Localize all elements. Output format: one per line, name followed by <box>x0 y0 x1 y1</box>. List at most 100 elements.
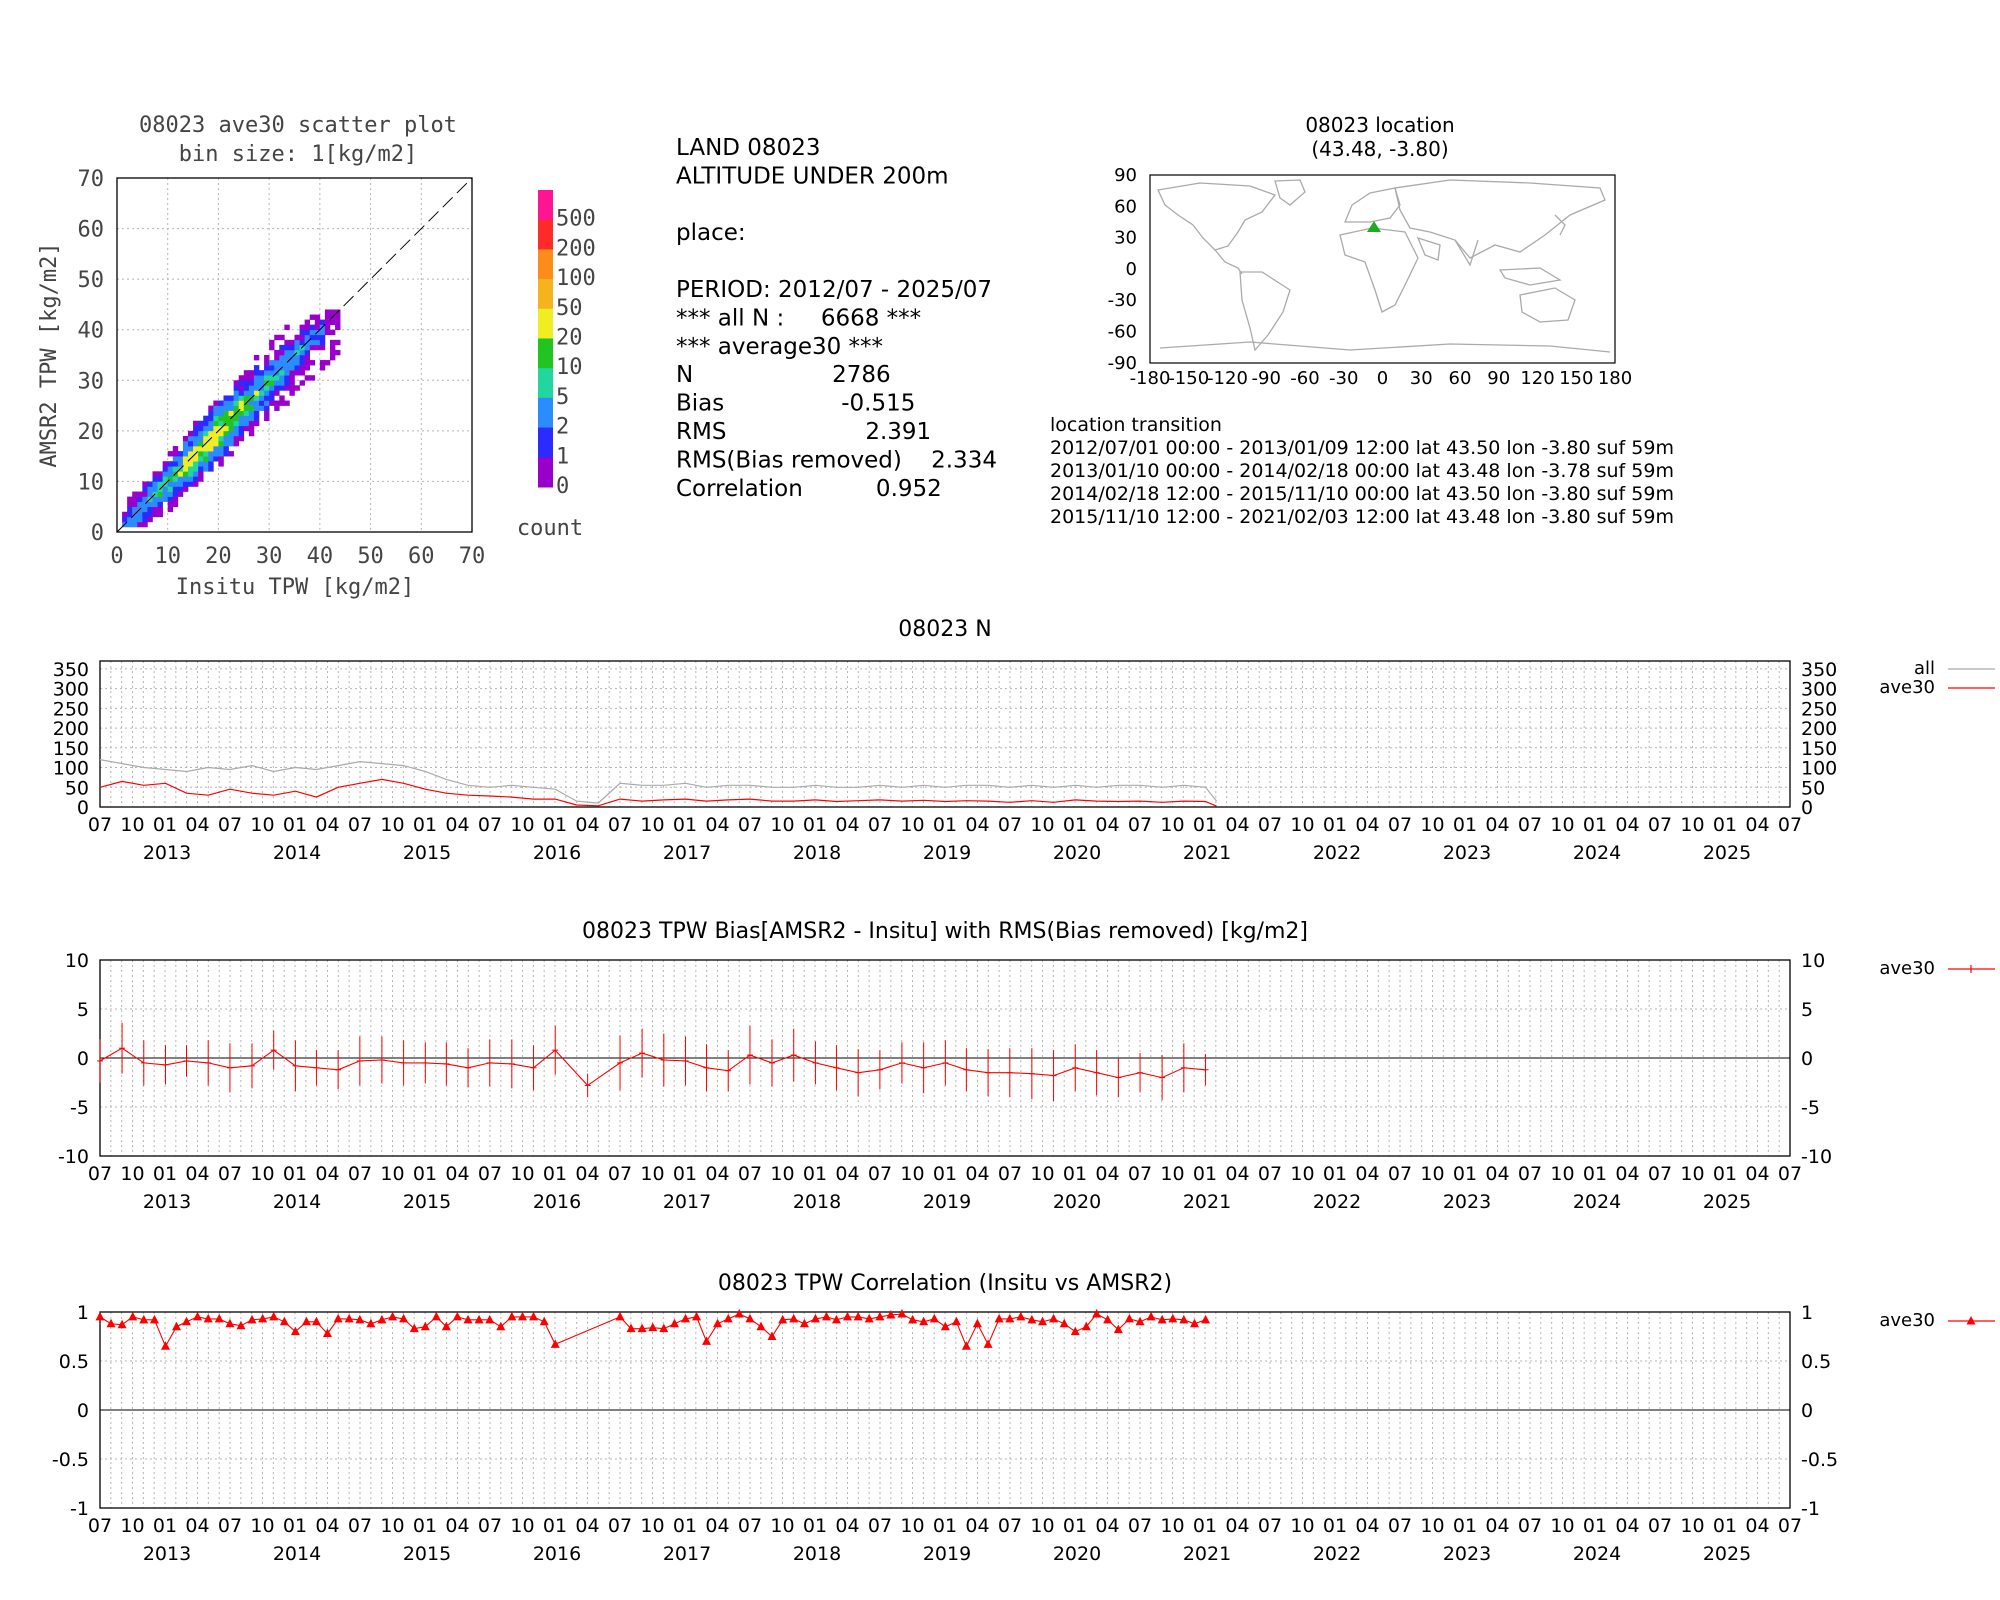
month-tick-label: 04 <box>445 814 469 836</box>
month-tick-label: 10 <box>1420 1515 1444 1537</box>
stats-line: N 2786 <box>676 362 891 388</box>
scatter-cell <box>213 400 219 406</box>
year-tick-label: 2018 <box>793 842 841 864</box>
month-tick-label: 10 <box>770 1163 794 1185</box>
scatter-cell <box>248 410 255 416</box>
month-tick-label: 01 <box>413 1163 437 1185</box>
month-tick-label: 07 <box>1128 814 1152 836</box>
y-tick-label-left: -5 <box>70 1097 89 1119</box>
corr-point <box>409 1323 419 1333</box>
scatter-cell <box>274 380 280 386</box>
year-tick-label: 2013 <box>143 842 191 864</box>
scatter-cell <box>172 451 179 457</box>
scatter-cell <box>228 451 234 457</box>
month-tick-label: 04 <box>965 1163 989 1185</box>
corr-point <box>139 1314 149 1324</box>
scatter-cell <box>208 456 214 462</box>
legend-label-ave30: ave30 <box>1879 677 1935 698</box>
scatter-cell <box>264 410 270 416</box>
month-tick-label: 07 <box>88 1515 112 1537</box>
scatter-cell <box>122 516 128 523</box>
legend-label-all: all <box>1914 658 1935 679</box>
scatter-cell <box>309 339 316 346</box>
scatter-x-label: Insitu TPW [kg/m2] <box>176 575 414 600</box>
year-tick-label: 2021 <box>1183 842 1231 864</box>
scatter-cell <box>127 496 133 502</box>
corr-point <box>821 1311 831 1321</box>
scatter-cell <box>193 466 199 472</box>
map-x-tick-label: 0 <box>1377 368 1388 389</box>
scatter-y-tick-label: 20 <box>78 420 105 445</box>
month-tick-label: 01 <box>803 1515 827 1537</box>
scatter-cell <box>248 430 255 437</box>
colorbar-swatch <box>538 219 553 250</box>
corr-point <box>778 1314 788 1324</box>
scatter-cell <box>188 430 194 437</box>
corr-point <box>214 1313 224 1323</box>
scatter-cell <box>193 435 199 442</box>
scatter-cell <box>309 329 316 336</box>
map-y-tick-label: -60 <box>1108 322 1137 343</box>
year-tick-label: 2019 <box>923 1543 971 1565</box>
scatter-cell <box>162 466 169 472</box>
month-tick-label: 01 <box>933 1163 957 1185</box>
year-tick-label: 2019 <box>923 1191 971 1213</box>
scatter-cell <box>238 435 245 442</box>
scatter-cell <box>274 365 280 371</box>
scatter-cell <box>218 420 224 427</box>
scatter-cell <box>335 339 341 346</box>
scatter-cell <box>294 385 300 391</box>
correlation-timeseries-panel: 08023 TPW Correlation (Insitu vs AMSR2) … <box>52 1271 1995 1565</box>
corr-point <box>1168 1313 1178 1323</box>
month-tick-label: 10 <box>120 1163 144 1185</box>
month-tick-label: 01 <box>933 814 957 836</box>
scatter-cell <box>228 440 234 447</box>
scatter-cell <box>132 521 138 528</box>
corr-point <box>236 1320 246 1330</box>
corr-point <box>951 1316 961 1326</box>
scatter-cell <box>182 466 189 472</box>
bias-panel-title: 08023 TPW Bias[AMSR2 - Insitu] with RMS(… <box>582 919 1308 944</box>
scatter-cell <box>208 466 214 472</box>
month-tick-label: 07 <box>1388 1515 1412 1537</box>
scatter-cell <box>188 435 194 442</box>
scatter-cell <box>213 425 219 432</box>
scatter-cell <box>228 425 234 432</box>
scatter-cell <box>193 446 199 452</box>
scatter-cell <box>238 375 245 381</box>
month-tick-label: 10 <box>900 1515 924 1537</box>
month-tick-label: 01 <box>1453 814 1477 836</box>
scatter-cell <box>284 360 290 366</box>
scatter-x-tick-label: 20 <box>205 544 232 569</box>
scatter-cell <box>152 501 158 508</box>
month-tick-label: 04 <box>1225 1163 1249 1185</box>
y-tick-label-right: -10 <box>1801 1146 1832 1168</box>
scatter-cell <box>218 410 224 416</box>
month-tick-label: 01 <box>1453 1515 1477 1537</box>
scatter-cell <box>203 425 209 432</box>
scatter-cell <box>157 501 163 508</box>
month-tick-label: 10 <box>640 814 664 836</box>
scatter-cell <box>137 521 143 528</box>
scatter-y-tick-label: 0 <box>91 521 104 546</box>
scatter-cell <box>172 501 179 508</box>
scatter-cell <box>147 511 153 518</box>
scatter-cell <box>238 390 245 396</box>
scatter-cell <box>152 511 158 518</box>
scatter-cell <box>304 355 311 361</box>
year-tick-label: 2015 <box>403 1191 451 1213</box>
y-tick-label-right: 0.5 <box>1801 1351 1831 1373</box>
scatter-cell <box>152 496 158 502</box>
scatter-cell <box>233 400 240 406</box>
scatter-cell <box>172 446 179 452</box>
month-tick-label: 07 <box>478 1163 502 1185</box>
scatter-x-tick-label: 40 <box>307 544 334 569</box>
scatter-cell <box>243 425 250 432</box>
scatter-cell <box>238 380 245 386</box>
scatter-cell <box>330 329 336 336</box>
month-tick-label: 04 <box>1615 1163 1639 1185</box>
month-tick-label: 07 <box>608 1163 632 1185</box>
month-tick-label: 10 <box>510 1515 534 1537</box>
month-tick-label: 04 <box>965 1515 989 1537</box>
